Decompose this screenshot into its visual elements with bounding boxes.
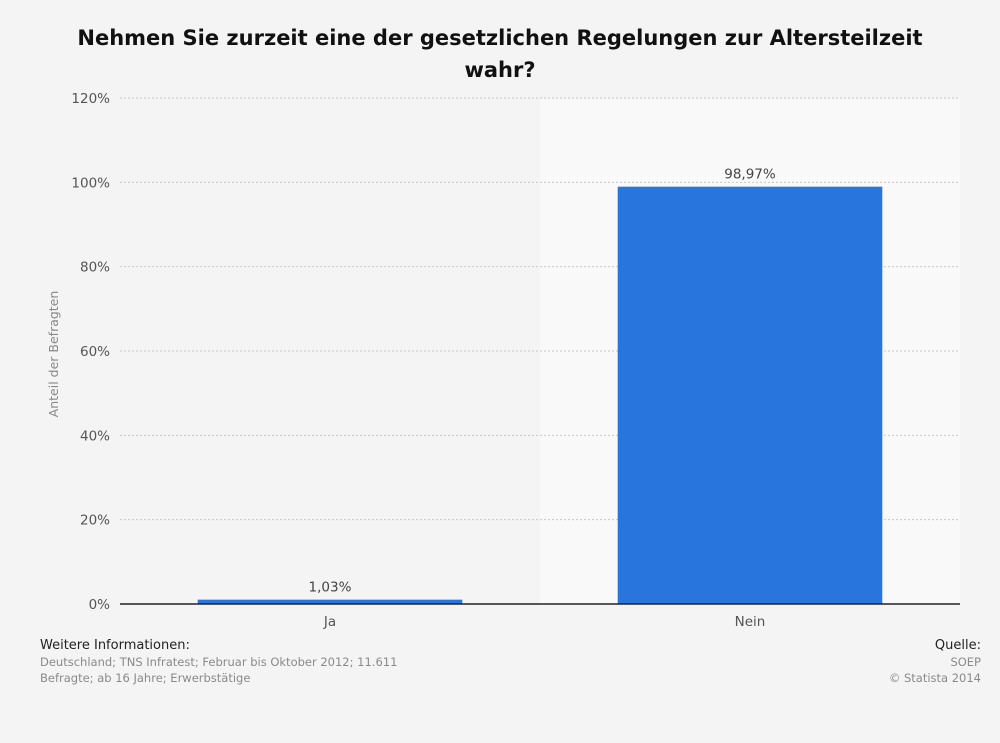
bar bbox=[197, 599, 463, 604]
y-tick-label: 40% bbox=[80, 428, 110, 444]
further-info-line: Befragte; ab 16 Jahre; Erwerbstätige bbox=[40, 671, 251, 685]
y-tick-label: 80% bbox=[80, 260, 110, 276]
y-tick-label: 0% bbox=[89, 597, 111, 613]
x-tick-label: Ja bbox=[323, 614, 336, 630]
source-info: Quelle: SOEP © Statista 2014 bbox=[681, 637, 981, 686]
further-info: Weitere Informationen: Deutschland; TNS … bbox=[40, 637, 460, 686]
data-label: 98,97% bbox=[724, 167, 776, 183]
copyright: © Statista 2014 bbox=[888, 671, 981, 685]
y-tick-label: 20% bbox=[80, 513, 110, 529]
y-tick-label: 60% bbox=[80, 344, 110, 360]
bar bbox=[617, 186, 883, 604]
further-info-line: Deutschland; TNS Infratest; Februar bis … bbox=[40, 655, 398, 669]
data-label: 1,03% bbox=[309, 580, 352, 596]
x-tick-label: Nein bbox=[735, 614, 766, 630]
y-tick-label: 120% bbox=[71, 91, 110, 107]
source-heading: Quelle: bbox=[934, 638, 981, 653]
y-tick-label: 100% bbox=[71, 175, 110, 191]
y-axis-title: Anteil der Befragten bbox=[46, 291, 61, 418]
chart-title: Nehmen Sie zurzeit eine der gesetzlichen… bbox=[77, 26, 923, 82]
further-info-heading: Weitere Informationen: bbox=[40, 638, 190, 653]
source-name: SOEP bbox=[950, 655, 981, 669]
